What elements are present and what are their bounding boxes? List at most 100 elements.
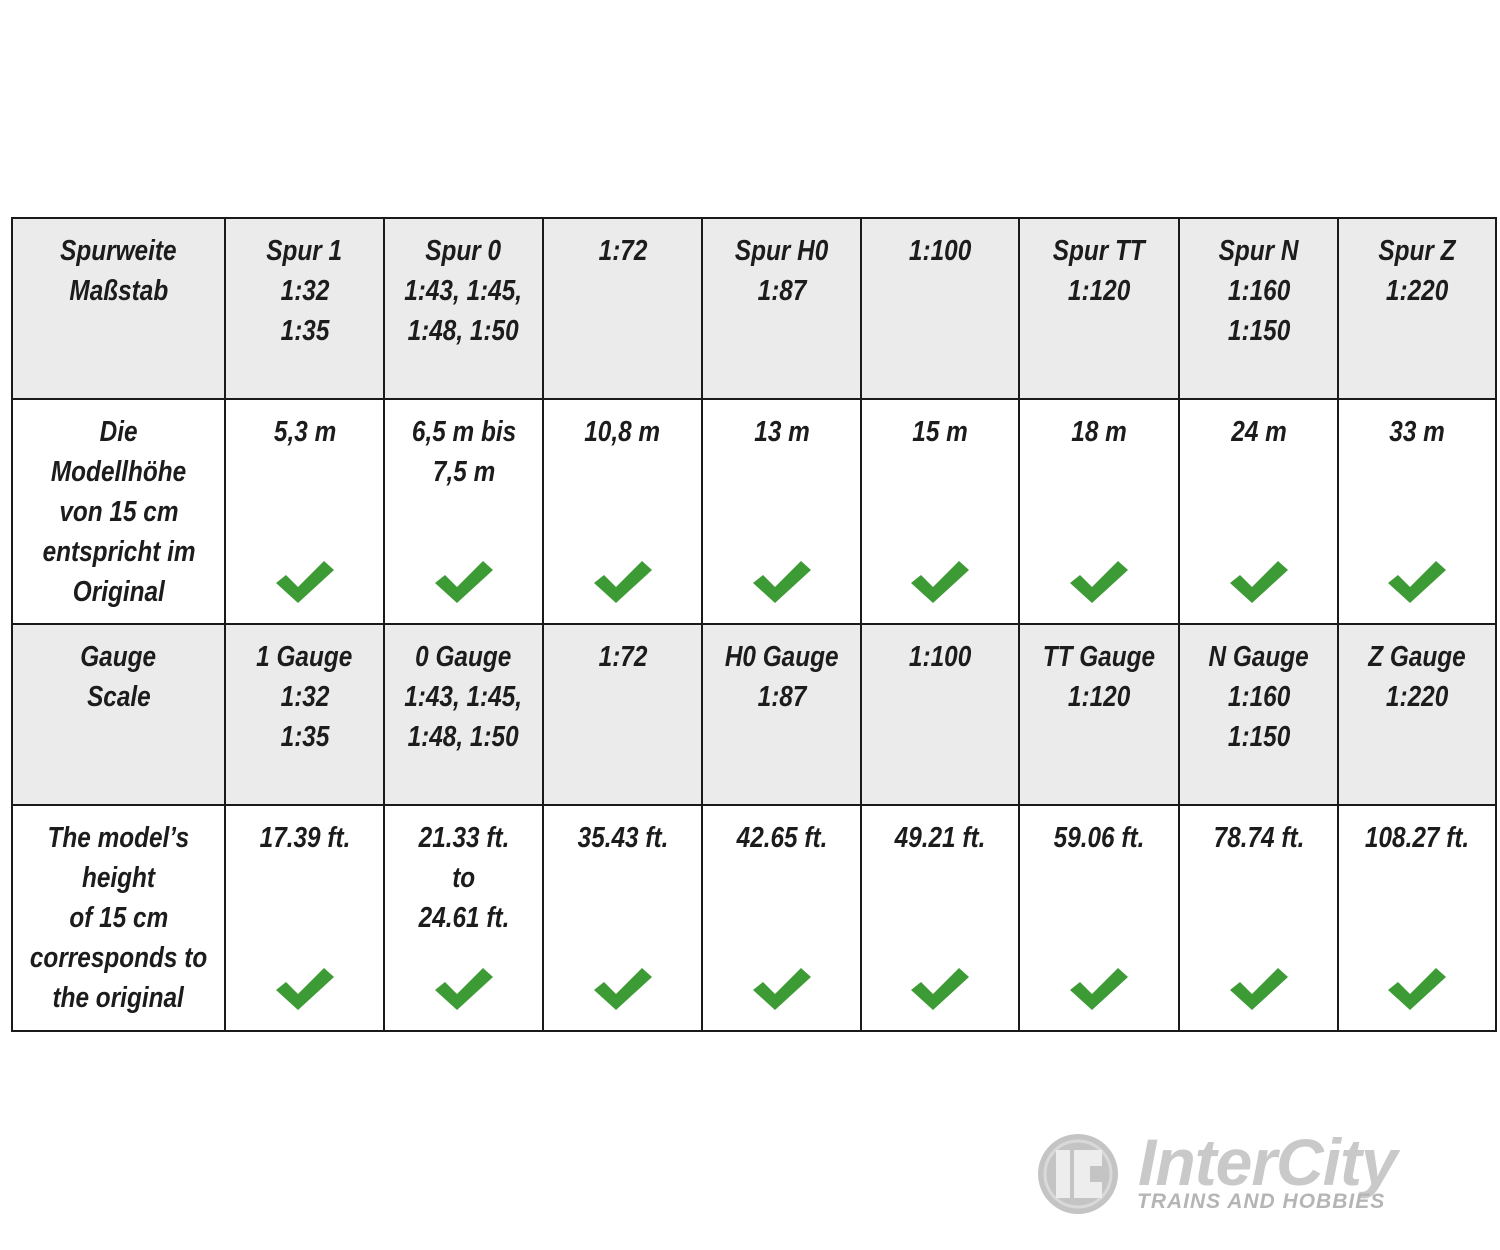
cell-text: 33 m bbox=[1389, 416, 1445, 448]
cell-text: 1:72 bbox=[598, 641, 647, 673]
table-cell: 78.74 ft. bbox=[1178, 804, 1340, 1032]
table-cell: 1 Gauge 1:32 1:35 bbox=[224, 623, 386, 806]
table-cell: 1:100 bbox=[860, 217, 1021, 400]
table-cell: 10,8 m bbox=[542, 398, 704, 625]
cell-text: entspricht im bbox=[42, 536, 196, 568]
checkmark-icon bbox=[1388, 968, 1447, 1010]
cell-text: Spur H0 bbox=[734, 235, 829, 267]
cell-text: 59.06 ft. bbox=[1053, 822, 1145, 854]
cell-text: Modellhöhe bbox=[50, 456, 187, 488]
cell-text: 1:100 bbox=[908, 641, 972, 673]
table-cell: 13 m bbox=[701, 398, 863, 625]
cell-text: 1:87 bbox=[757, 275, 806, 307]
cell-text: height bbox=[82, 862, 156, 894]
cell-text: 0 Gauge bbox=[415, 641, 512, 673]
checkmark-icon bbox=[1070, 968, 1129, 1010]
cell-text: Z Gauge bbox=[1368, 641, 1466, 673]
table-cell: N Gauge 1:160 1:150 bbox=[1178, 623, 1340, 806]
checkmark-icon bbox=[434, 561, 493, 603]
cell-text: 15 m bbox=[912, 416, 968, 448]
cell-text: H0 Gauge bbox=[724, 641, 839, 673]
checkmark-icon bbox=[1229, 968, 1288, 1010]
cell-text: 1:43, 1:45, bbox=[404, 681, 523, 713]
table-cell: 59.06 ft. bbox=[1018, 804, 1181, 1032]
table-row: Spurweite Maßstab Spur 1 1:32 1:35 Spur 0 1:43… bbox=[10, 217, 1498, 400]
checkmark-icon bbox=[275, 968, 334, 1010]
table-row: Gauge Scale 1 Gauge 1:32 1:35 0 Gauge 1:43, 1:… bbox=[10, 623, 1498, 806]
cell-text: 1 Gauge bbox=[256, 641, 353, 673]
table-cell: H0 Gauge 1:87 bbox=[701, 623, 863, 806]
cell-text: of 15 cm bbox=[69, 902, 168, 934]
cell-text: 1:43, 1:45, bbox=[404, 275, 523, 307]
cell-text: 21.33 ft. bbox=[418, 822, 509, 854]
cell-text: 35.43 ft. bbox=[577, 822, 668, 854]
cell-text: 1:48, 1:50 bbox=[408, 315, 520, 347]
table-cell: 6,5 m bis 7,5 m bbox=[383, 398, 545, 625]
table-cell: 42.65 ft. bbox=[701, 804, 863, 1032]
cell-text: 1:120 bbox=[1067, 681, 1131, 713]
cell-text: 108.27 ft. bbox=[1364, 822, 1470, 854]
cell-text: 1:32 bbox=[280, 275, 329, 307]
logo-wordmark: InterCity bbox=[1138, 1125, 1398, 1199]
cell-text: von 15 cm bbox=[58, 496, 179, 528]
checkmark-icon bbox=[911, 561, 970, 603]
table-cell: TT Gauge 1:120 bbox=[1018, 623, 1181, 806]
table-cell: 17.39 ft. bbox=[224, 804, 386, 1032]
cell-text: Spur N bbox=[1218, 235, 1299, 267]
cell-text: The model’s bbox=[47, 822, 190, 854]
cell-text: 1:87 bbox=[757, 681, 806, 713]
checkmark-icon bbox=[1388, 561, 1447, 603]
cell-text: 1:160 bbox=[1227, 681, 1290, 713]
cell-text: 42.65 ft. bbox=[736, 822, 827, 854]
cell-text: Spur 0 bbox=[425, 235, 502, 267]
checkmark-icon bbox=[911, 968, 970, 1010]
table-cell: 21.33 ft. to 24.61 ft. bbox=[383, 804, 545, 1032]
row-header-cell: Gauge Scale bbox=[10, 623, 227, 806]
intercity-logo: InterCity TRAINS AND HOBBIES bbox=[1036, 1125, 1446, 1220]
cell-text: 5,3 m bbox=[273, 416, 336, 448]
cell-text: 1:32 bbox=[280, 681, 329, 713]
cell-text: Gauge bbox=[80, 641, 157, 673]
cell-text: Spur TT bbox=[1053, 235, 1146, 267]
table-cell: 18 m bbox=[1018, 398, 1181, 625]
cell-text: the original bbox=[52, 982, 185, 1014]
scale-comparison-table: Spurweite Maßstab Spur 1 1:32 1:35 Spur 0 1:43… bbox=[10, 217, 1498, 1032]
table-cell: 1:72 bbox=[542, 217, 704, 400]
cell-text: 17.39 ft. bbox=[259, 822, 350, 854]
table-cell: Spur 0 1:43, 1:45, 1:48, 1:50 bbox=[383, 217, 545, 400]
checkmark-icon bbox=[752, 968, 811, 1010]
table-cell: 0 Gauge 1:43, 1:45, 1:48, 1:50 bbox=[383, 623, 545, 806]
checkmark-icon bbox=[434, 968, 493, 1010]
cell-text: 6,5 m bis bbox=[411, 416, 516, 448]
cell-text: TT Gauge bbox=[1042, 641, 1156, 673]
logo-tagline: TRAINS AND HOBBIES bbox=[1137, 1190, 1386, 1213]
cell-text: 10,8 m bbox=[584, 416, 661, 448]
cell-text: 1:120 bbox=[1067, 275, 1131, 307]
table-cell: Spur TT 1:120 bbox=[1018, 217, 1181, 400]
cell-text: 1:160 bbox=[1227, 275, 1290, 307]
checkmark-icon bbox=[1070, 561, 1129, 603]
cell-text: 1:220 bbox=[1385, 681, 1449, 713]
cell-text: 78.74 ft. bbox=[1213, 822, 1304, 854]
row-header-cell: The model’s height of 15 cm corresponds to t… bbox=[10, 804, 227, 1032]
cell-text: Spurweite bbox=[60, 235, 177, 267]
cell-text: Original bbox=[72, 576, 165, 608]
cell-text: 7,5 m bbox=[432, 456, 495, 488]
checkmark-icon bbox=[752, 561, 811, 603]
table-cell: Spur H0 1:87 bbox=[701, 217, 863, 400]
cell-text: 1:150 bbox=[1227, 721, 1290, 753]
cell-text: 1:150 bbox=[1227, 315, 1290, 347]
cell-text: 13 m bbox=[753, 416, 810, 448]
table-cell: Spur Z 1:220 bbox=[1337, 217, 1498, 400]
table-row: The model’s height of 15 cm corresponds to t… bbox=[10, 804, 1498, 1032]
table-cell: Z Gauge 1:220 bbox=[1337, 623, 1498, 806]
cell-text: 1:48, 1:50 bbox=[408, 721, 520, 753]
checkmark-icon bbox=[275, 561, 334, 603]
cell-text: 1:220 bbox=[1385, 275, 1449, 307]
cell-text: Scale bbox=[86, 681, 151, 713]
cell-text: Spur Z bbox=[1378, 235, 1456, 267]
checkmark-icon bbox=[593, 968, 652, 1010]
table-cell: Spur 1 1:32 1:35 bbox=[224, 217, 386, 400]
cell-text: 1:35 bbox=[280, 315, 329, 347]
cell-text: Maßstab bbox=[69, 275, 168, 307]
